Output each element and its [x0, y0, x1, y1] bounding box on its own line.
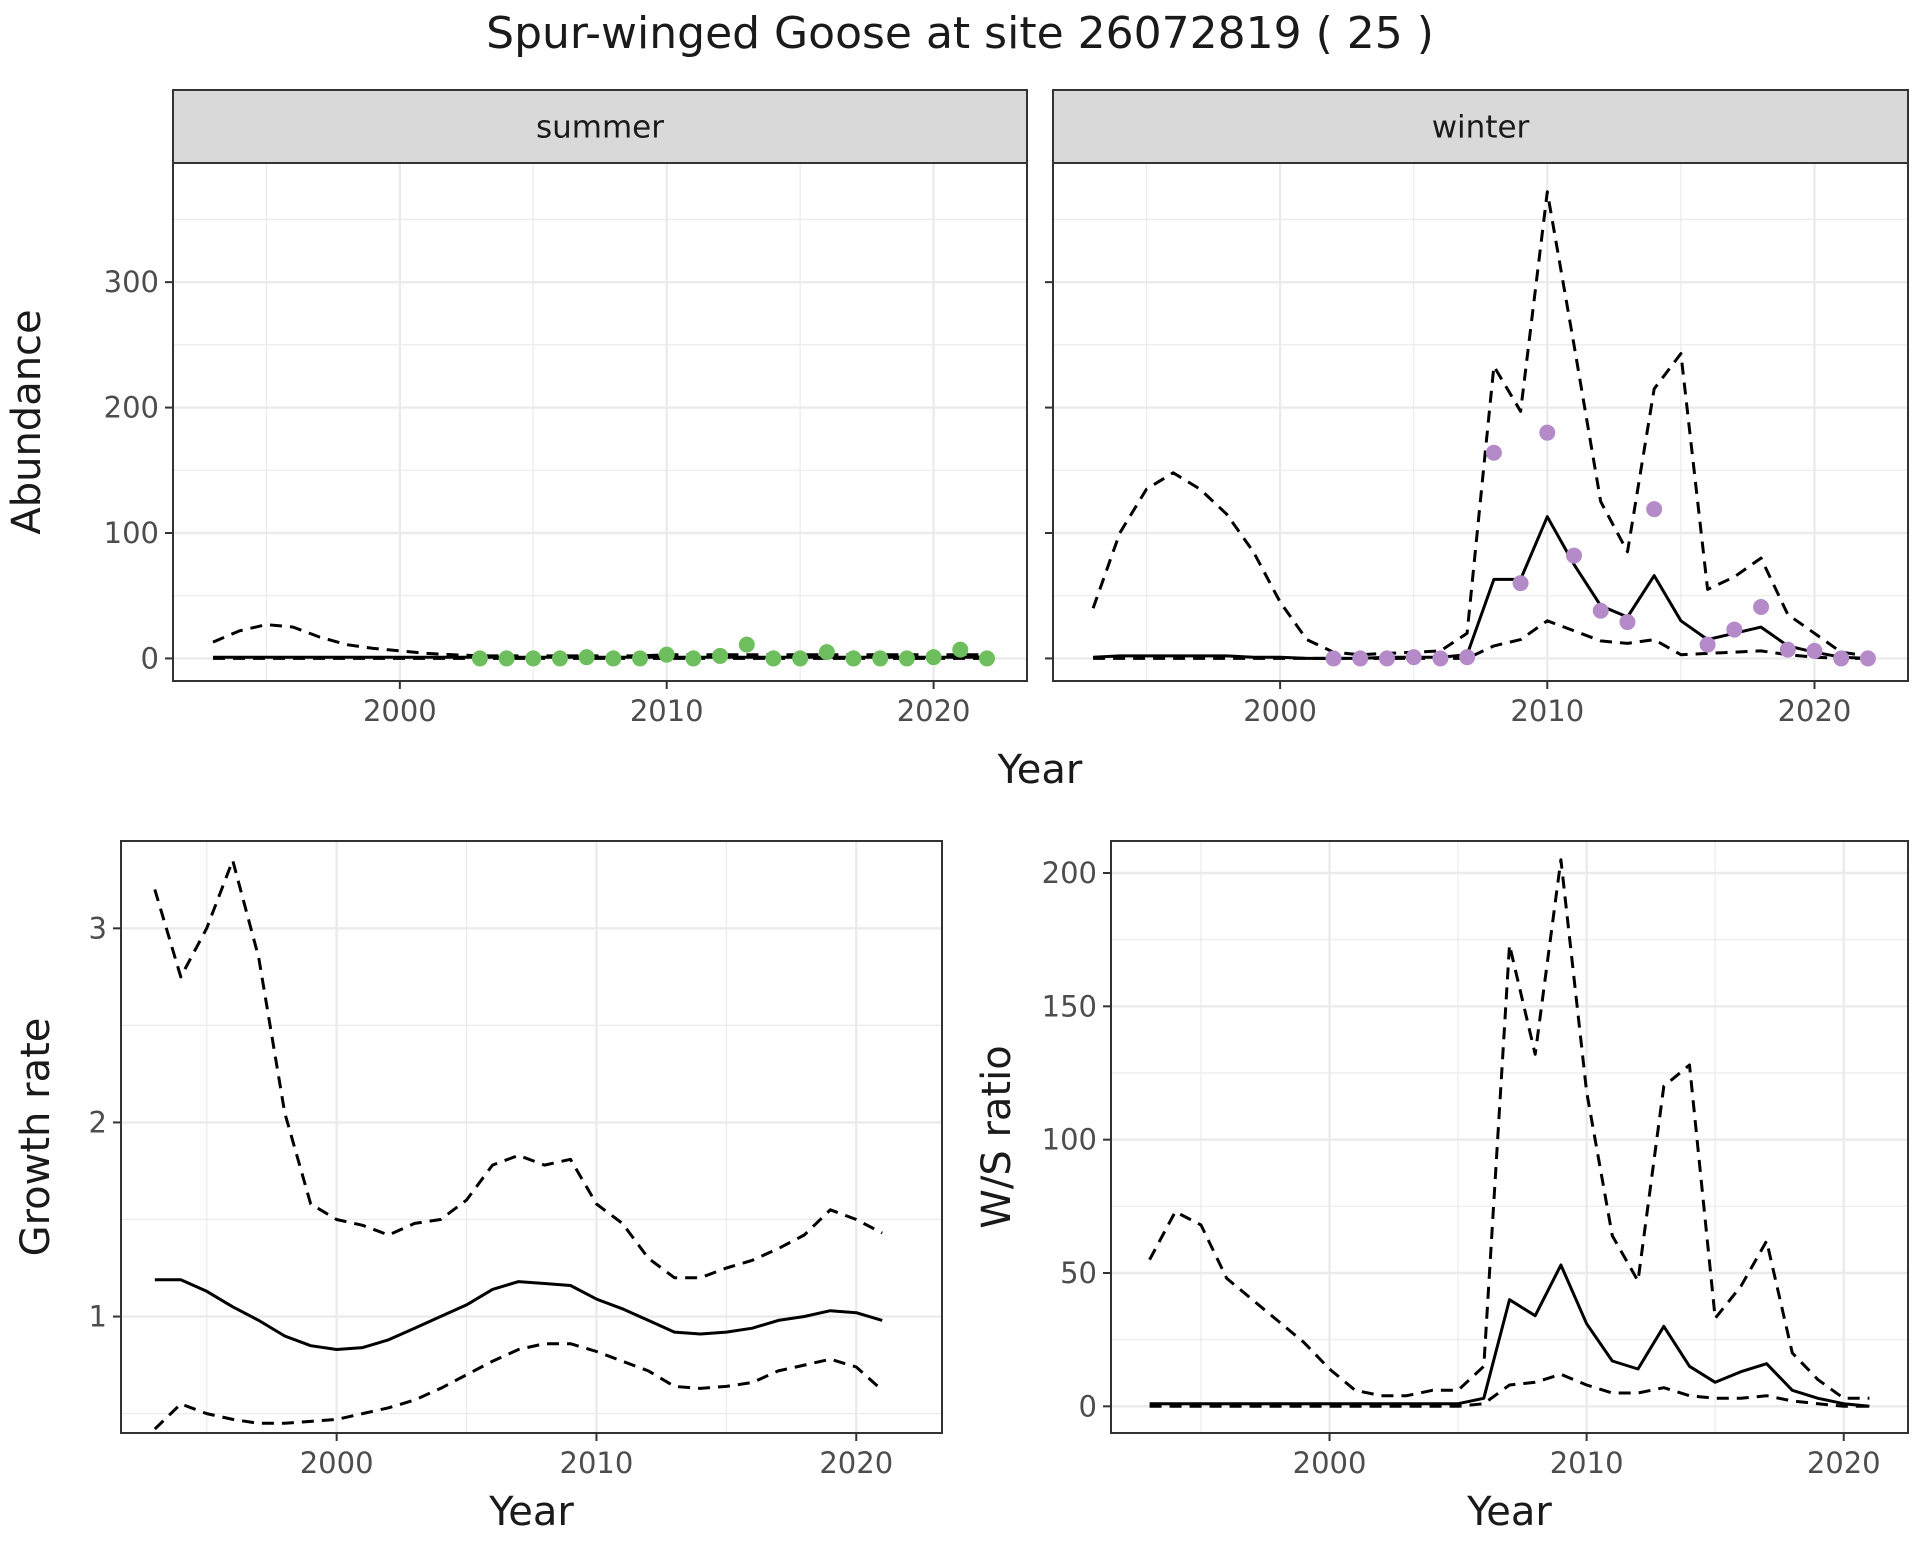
data-point: [1352, 650, 1369, 667]
data-point: [1566, 547, 1583, 564]
x-tick-label: 2010: [1550, 1446, 1624, 1480]
data-point: [978, 650, 995, 667]
data-point: [1592, 602, 1609, 619]
panel-winter: winter 2000 2010 2020: [1045, 89, 1909, 728]
panel-summer: summer 2000 2010 2020 0 100 200 300: [104, 89, 1028, 728]
x-tick-label: 2010: [1510, 694, 1584, 728]
y-tick-label: 2: [89, 1105, 107, 1139]
y-tick-label: 150: [1042, 989, 1097, 1023]
data-point: [872, 650, 889, 667]
panel-border: [1110, 840, 1909, 1434]
panel-plot-3: 2000 2010 2020 0 50 100 150 200 Year W/S ratio: [974, 840, 1909, 1535]
y-axis-title: W/S ratio: [974, 1045, 1020, 1228]
panel-background: [1111, 841, 1908, 1433]
data-point: [525, 650, 542, 667]
x-tick-label: 2000: [363, 694, 437, 728]
y-tick-label: 50: [1060, 1256, 1097, 1290]
data-point: [632, 650, 649, 667]
data-point: [1806, 642, 1823, 659]
data-point: [1485, 444, 1502, 461]
panel-border: [120, 840, 943, 1434]
data-point: [1699, 636, 1716, 653]
data-point: [1646, 501, 1663, 518]
y-tick-label: 0: [141, 641, 159, 675]
data-point: [1619, 614, 1636, 631]
figure-title: Spur-winged Goose at site 26072819 ( 25 …: [486, 8, 1434, 59]
data-point: [1726, 621, 1743, 638]
x-axis-title: Year: [488, 1489, 574, 1535]
data-point: [792, 650, 809, 667]
data-point: [1459, 649, 1476, 666]
x-tick-label: 2010: [560, 1446, 634, 1480]
data-point: [1378, 650, 1395, 667]
facet-strip: [172, 89, 1028, 164]
series-estimate-line: [1149, 1263, 1870, 1408]
facet-strip-label: summer: [536, 110, 664, 146]
x-tick-label: 2000: [1243, 694, 1317, 728]
x-axis-title: Year: [1466, 1489, 1552, 1535]
data-point: [738, 636, 755, 653]
data-point: [818, 644, 835, 661]
x-tick-label: 2020: [1807, 1446, 1881, 1480]
y-tick-label: 100: [1042, 1123, 1097, 1157]
data-point: [1753, 599, 1770, 615]
data-point: [685, 650, 702, 667]
y-tick-label: 1: [89, 1300, 107, 1334]
panel-background: [173, 163, 1027, 681]
data-point: [658, 646, 675, 663]
data-point: [1512, 575, 1529, 592]
data-point: [1405, 649, 1422, 666]
x-tick-label: 2010: [630, 694, 704, 728]
data-point: [1432, 650, 1449, 667]
shared-x-axis-title: Year: [997, 747, 1083, 793]
y-axis-title: Growth rate: [13, 1018, 59, 1257]
panel-plot-2: 2000 2010 2020 1 2 3 Year Growth rate: [13, 840, 943, 1535]
series-upper-line: [153, 858, 883, 1280]
data-point: [952, 641, 969, 658]
series-lower-line: [1093, 619, 1868, 660]
series-lower-line: [153, 1342, 884, 1431]
data-point: [551, 650, 568, 667]
data-point: [1325, 650, 1342, 667]
y-tick-label: 0: [1079, 1389, 1097, 1423]
facet-strip-label: winter: [1432, 110, 1530, 146]
series-upper-line: [1091, 190, 1869, 658]
data-point: [498, 650, 515, 667]
y-tick-label: 3: [89, 911, 107, 945]
data-point: [1539, 424, 1556, 441]
data-point: [765, 650, 782, 667]
facet-strip: [1052, 89, 1909, 164]
data-point: [898, 650, 915, 667]
y-tick-label: 300: [104, 265, 159, 299]
data-point: [471, 650, 488, 667]
x-tick-label: 2000: [300, 1446, 374, 1480]
data-point: [1833, 650, 1850, 667]
data-point: [712, 647, 729, 664]
data-point: [925, 649, 942, 666]
data-point: [605, 650, 622, 667]
y-tick-label: 200: [104, 391, 159, 425]
data-point: [578, 649, 595, 666]
data-point: [1859, 650, 1876, 667]
panel-background: [1053, 163, 1908, 681]
x-tick-label: 2020: [1778, 694, 1852, 728]
y-tick-label: 100: [104, 516, 159, 550]
x-tick-label: 2000: [1293, 1446, 1367, 1480]
x-tick-label: 2020: [897, 694, 971, 728]
x-tick-label: 2020: [819, 1446, 893, 1480]
panel-background: [121, 841, 942, 1433]
data-point: [845, 650, 862, 667]
y-tick-label: 200: [1042, 856, 1097, 890]
shared-y-axis-title: Abundance: [4, 309, 50, 534]
series-estimate-line: [154, 1278, 883, 1351]
series-lower-line: [1149, 1372, 1870, 1408]
data-point: [1779, 641, 1796, 658]
